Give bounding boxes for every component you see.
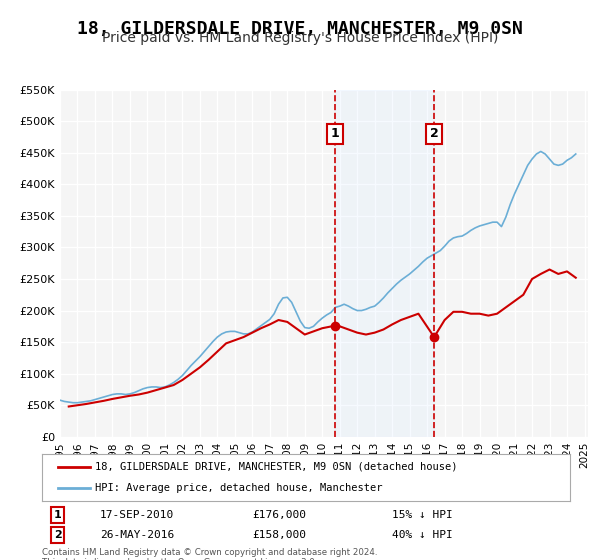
Text: 17-SEP-2010: 17-SEP-2010 [100, 510, 174, 520]
Text: 2: 2 [430, 127, 439, 141]
Text: 1: 1 [331, 127, 339, 141]
Text: Price paid vs. HM Land Registry's House Price Index (HPI): Price paid vs. HM Land Registry's House … [102, 31, 498, 45]
Text: 1: 1 [54, 510, 62, 520]
Text: 18, GILDERSDALE DRIVE, MANCHESTER, M9 0SN: 18, GILDERSDALE DRIVE, MANCHESTER, M9 0S… [77, 20, 523, 38]
Text: 18, GILDERSDALE DRIVE, MANCHESTER, M9 0SN (detached house): 18, GILDERSDALE DRIVE, MANCHESTER, M9 0S… [95, 462, 457, 472]
Text: £176,000: £176,000 [253, 510, 307, 520]
Text: HPI: Average price, detached house, Manchester: HPI: Average price, detached house, Manc… [95, 483, 382, 493]
Text: 15% ↓ HPI: 15% ↓ HPI [392, 510, 452, 520]
Text: Contains HM Land Registry data © Crown copyright and database right 2024.
This d: Contains HM Land Registry data © Crown c… [42, 548, 377, 560]
Text: 2: 2 [54, 530, 62, 540]
Bar [335, 90, 434, 437]
Text: £158,000: £158,000 [253, 530, 307, 540]
Text: 26-MAY-2016: 26-MAY-2016 [100, 530, 174, 540]
Text: 40% ↓ HPI: 40% ↓ HPI [392, 530, 452, 540]
